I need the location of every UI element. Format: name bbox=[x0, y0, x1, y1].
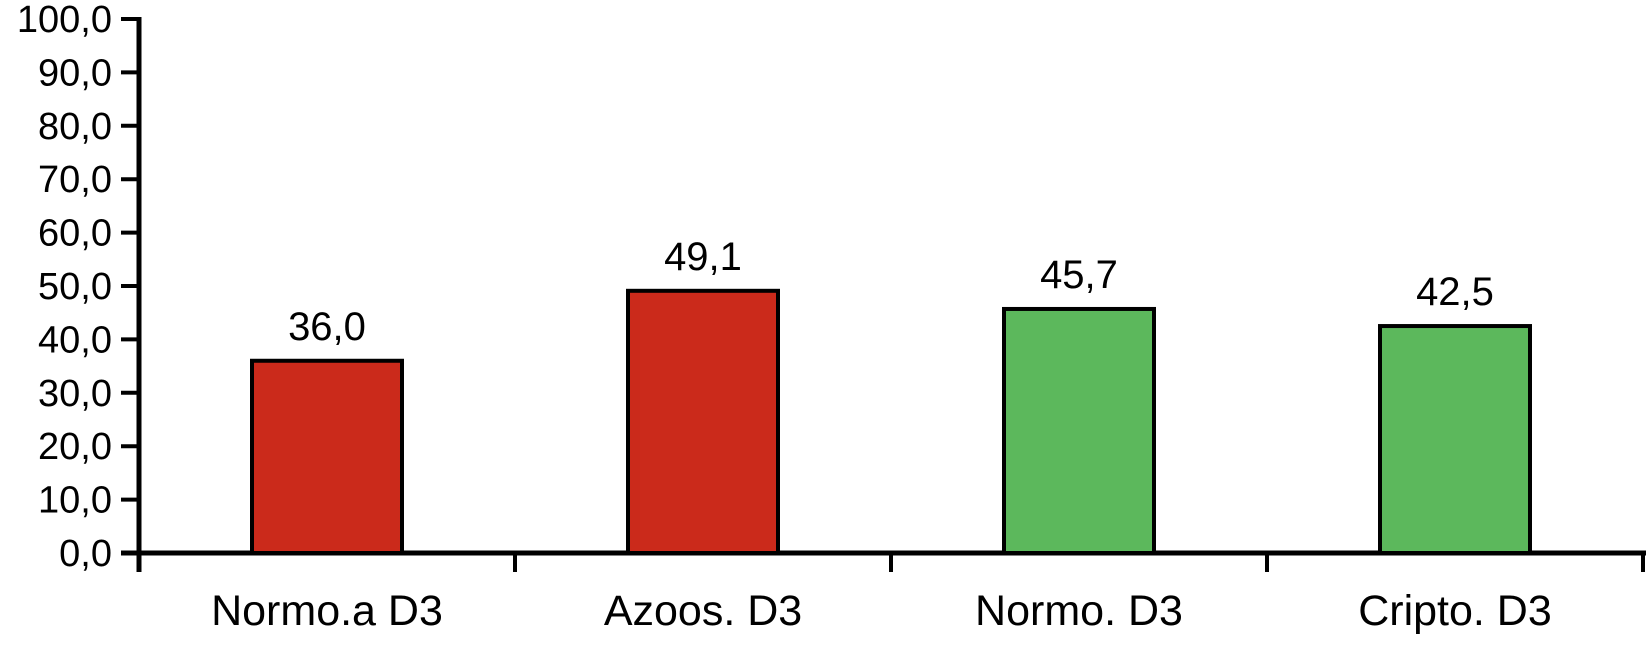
y-tick-label: 70,0 bbox=[38, 159, 112, 201]
y-tick-label: 90,0 bbox=[38, 52, 112, 94]
category-label: Normo. D3 bbox=[975, 587, 1183, 635]
bar bbox=[250, 358, 404, 556]
y-tick-label: 50,0 bbox=[38, 266, 112, 308]
category-label: Cripto. D3 bbox=[1358, 587, 1552, 635]
y-tick-label: 20,0 bbox=[38, 426, 112, 468]
bar-value-label: 36,0 bbox=[288, 305, 366, 349]
y-tick-label: 40,0 bbox=[38, 319, 112, 361]
bar bbox=[626, 288, 780, 555]
y-axis: 0,0 10,0 20,0 30,0 40,0 50,0 60,0 70,0 80,0 90,0 1… bbox=[17, 0, 142, 575]
y-tick-label: 0,0 bbox=[59, 533, 112, 575]
y-tick-label: 80,0 bbox=[38, 106, 112, 148]
bar-value-labels: 36,0 49,1 45,7 42,5 bbox=[288, 235, 1494, 349]
y-tick-label: 60,0 bbox=[38, 213, 112, 255]
bar-value-label: 49,1 bbox=[664, 235, 742, 279]
y-tick-label: 100,0 bbox=[17, 0, 112, 41]
category-label: Azoos. D3 bbox=[604, 587, 802, 635]
bar-value-label: 45,7 bbox=[1040, 253, 1118, 297]
y-tick-label: 10,0 bbox=[38, 480, 112, 522]
category-label: Normo.a D3 bbox=[211, 587, 443, 635]
bar bbox=[1002, 306, 1156, 555]
bar-value-label: 42,5 bbox=[1416, 270, 1494, 314]
bars bbox=[250, 288, 1532, 556]
bar bbox=[1378, 324, 1532, 555]
y-tick-label: 30,0 bbox=[38, 373, 112, 415]
category-labels: Normo.a D3 Azoos. D3 Normo. D3 Cripto. D3 bbox=[211, 587, 1552, 635]
x-axis bbox=[121, 550, 1646, 572]
